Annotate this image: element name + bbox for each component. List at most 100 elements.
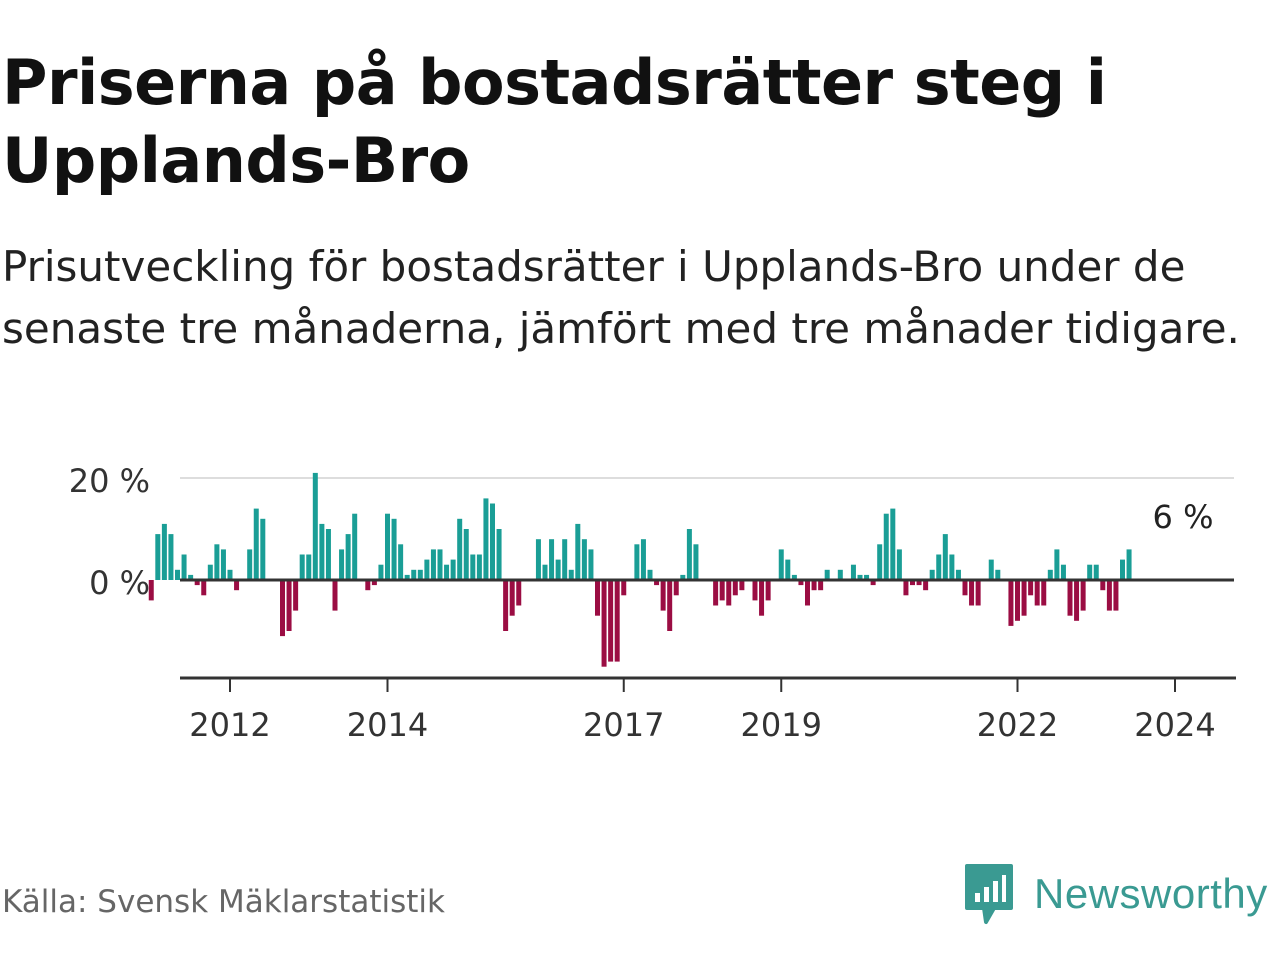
x-tick-label: 2012 [189, 706, 270, 744]
y-tick-label-20: 20 % [69, 462, 150, 500]
bar [1015, 580, 1020, 621]
bar [870, 580, 876, 586]
bar [975, 580, 981, 606]
newsworthy-logo-icon [965, 864, 1013, 924]
bar [785, 559, 791, 580]
bar [936, 554, 942, 580]
bar [437, 549, 443, 580]
bar [332, 580, 338, 611]
bar [371, 580, 377, 586]
y-tick-label-0: 0 % [89, 564, 150, 602]
bar [188, 574, 194, 580]
bar [595, 580, 600, 616]
bar [759, 580, 765, 616]
bar [837, 569, 843, 580]
bar [1047, 569, 1053, 580]
bar [516, 580, 522, 606]
bar [923, 580, 929, 591]
bar [463, 529, 469, 580]
bar [391, 518, 397, 580]
bar [168, 534, 174, 580]
bar [1067, 580, 1073, 616]
bar [260, 518, 266, 580]
bar [378, 564, 384, 580]
bar [1060, 564, 1066, 580]
bar [319, 523, 325, 580]
bar [811, 580, 817, 591]
bar [995, 569, 1001, 580]
bar [680, 574, 686, 580]
bar [942, 534, 948, 580]
bar [417, 569, 423, 580]
bar [726, 580, 732, 606]
bar [306, 554, 312, 580]
bar [988, 559, 994, 580]
bar [1120, 559, 1125, 580]
bar [227, 569, 233, 580]
bar [660, 580, 666, 611]
bar [385, 513, 390, 580]
bar [608, 580, 614, 662]
bar [667, 580, 673, 631]
bar [181, 554, 187, 580]
bar [365, 580, 371, 591]
bar [207, 564, 213, 580]
bar [1100, 580, 1106, 591]
bar [818, 580, 824, 591]
bar [647, 569, 653, 580]
bar [299, 554, 305, 580]
bar [903, 580, 909, 596]
bar [483, 498, 489, 580]
source-note: Källa: Svensk Mäklarstatistik [2, 884, 445, 920]
bar [286, 580, 292, 631]
bar [634, 544, 640, 580]
bar [234, 580, 240, 591]
bar [430, 549, 436, 580]
x-axis-ticks: 2012 2014 2017 2019 2022 2024 [189, 678, 1216, 744]
bar [175, 569, 180, 580]
latest-value-label: 6 % [1153, 498, 1214, 536]
bar [890, 508, 896, 580]
bar [1113, 580, 1119, 611]
bar [444, 564, 450, 580]
bar [450, 559, 456, 580]
bar [496, 529, 502, 580]
bar [476, 554, 482, 580]
bar [896, 549, 902, 580]
bar [910, 580, 915, 586]
bar [325, 529, 331, 580]
x-tick-label: 2019 [741, 706, 822, 744]
bar [148, 580, 154, 601]
bar [345, 534, 351, 580]
bar [969, 580, 975, 606]
bar [877, 544, 883, 580]
bar [857, 574, 863, 580]
bar [1041, 580, 1047, 606]
bar [470, 554, 476, 580]
bar [568, 569, 574, 580]
bar [457, 518, 463, 580]
x-tick-label: 2017 [583, 706, 664, 744]
x-tick-label: 2022 [977, 706, 1058, 744]
bar [503, 580, 509, 631]
bar [575, 523, 581, 580]
bar [490, 503, 495, 580]
bar [404, 574, 410, 580]
bar [220, 549, 226, 580]
bar [929, 569, 935, 580]
bar [398, 544, 404, 580]
bar [864, 574, 870, 580]
bar [916, 580, 922, 586]
bar [535, 539, 541, 580]
bar [542, 564, 548, 580]
bar [1008, 580, 1014, 626]
bar [739, 580, 745, 591]
bar [1126, 549, 1132, 580]
bar [850, 564, 856, 580]
bar [673, 580, 679, 596]
brand-logo: Newsworthy [964, 862, 1268, 926]
bar [719, 580, 725, 601]
bar [1021, 580, 1027, 616]
bar [955, 569, 961, 580]
bar [1054, 549, 1060, 580]
